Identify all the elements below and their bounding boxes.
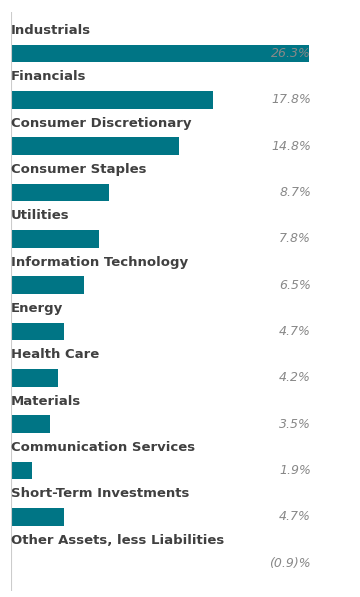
Text: Other Assets, less Liabilities: Other Assets, less Liabilities: [11, 534, 224, 547]
Bar: [11, 230, 99, 248]
Text: Health Care: Health Care: [11, 348, 99, 361]
Text: 4.7%: 4.7%: [279, 325, 311, 338]
Text: 17.8%: 17.8%: [271, 94, 311, 106]
Bar: [1, 555, 11, 572]
Text: 4.7%: 4.7%: [279, 510, 311, 524]
Text: (0.9)%: (0.9)%: [270, 557, 311, 570]
Text: Materials: Materials: [11, 395, 81, 408]
Text: Industrials: Industrials: [11, 24, 91, 37]
Text: Financials: Financials: [11, 70, 86, 84]
Text: 26.3%: 26.3%: [271, 47, 311, 60]
Bar: [11, 137, 179, 155]
Bar: [11, 461, 32, 479]
Bar: [11, 276, 85, 294]
Bar: [11, 323, 64, 340]
Text: Consumer Staples: Consumer Staples: [11, 163, 146, 176]
Bar: [11, 508, 64, 526]
Text: Communication Services: Communication Services: [11, 441, 195, 454]
Text: Utilities: Utilities: [11, 210, 69, 222]
Text: Short-Term Investments: Short-Term Investments: [11, 487, 189, 500]
Bar: [11, 184, 109, 201]
Text: Consumer Discretionary: Consumer Discretionary: [11, 116, 191, 130]
Text: Information Technology: Information Technology: [11, 256, 188, 269]
Bar: [11, 45, 309, 63]
Text: 4.2%: 4.2%: [279, 371, 311, 384]
Bar: [11, 416, 50, 433]
Text: 8.7%: 8.7%: [279, 186, 311, 199]
Text: 1.9%: 1.9%: [279, 464, 311, 477]
Text: Energy: Energy: [11, 302, 63, 315]
Text: 14.8%: 14.8%: [271, 140, 311, 153]
Bar: [11, 91, 212, 109]
Text: 3.5%: 3.5%: [279, 418, 311, 431]
Text: 7.8%: 7.8%: [279, 232, 311, 245]
Bar: [11, 369, 58, 387]
Text: 6.5%: 6.5%: [279, 279, 311, 292]
